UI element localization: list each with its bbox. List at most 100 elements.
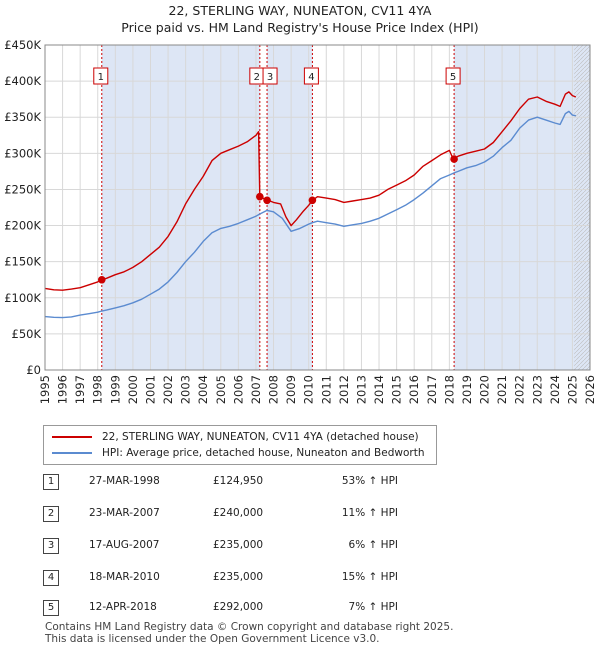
table-row: 5 12-APR-2018 £292,000 7% ↑ HPI [43,599,463,617]
sale-marker-label: 3 [267,72,273,83]
sale-price: £124,950 [213,475,264,487]
sale-marker-box [303,67,319,85]
y-tick-label: £450K [4,38,41,52]
y-tick-label: £50K [12,327,42,341]
property-series-line [44,91,577,291]
legend-swatch-property [52,436,92,438]
y-tick-label: £300K [4,146,41,160]
table-row: 4 18-MAR-2010 £235,000 15% ↑ HPI [43,569,463,587]
ownership-period-shade [454,45,590,370]
y-tick-label: £150K [4,255,41,269]
footer-copyright: Contains HM Land Registry data © Crown c… [45,621,454,633]
sale-hpi-change: 53% ↑ HPI [341,475,398,487]
x-tick-label: 2011 [319,375,333,404]
legend-label-property: 22, STERLING WAY, NUNEATON, CV11 4YA (de… [102,431,419,443]
legend-swatch-hpi [52,452,92,454]
sale-number-badge: 1 [43,474,59,490]
sale-marker-box [445,67,461,85]
x-tick-label: 2018 [442,375,456,404]
x-tick-label: 2020 [478,375,492,404]
sale-number-badge: 2 [43,506,59,522]
sale-point [450,155,458,163]
table-row: 1 27-MAR-1998 £124,950 53% ↑ HPI [43,473,463,491]
x-tick-label: 2007 [249,375,263,404]
footer-licence: This data is licensed under the Open Gov… [45,633,380,645]
chart-title: 22, STERLING WAY, NUNEATON, CV11 4YA [168,3,432,18]
sale-point [97,275,106,284]
legend-label-hpi: HPI: Average price, detached house, Nune… [102,447,425,459]
x-tick-label: 2005 [214,375,228,404]
sale-number-badge: 3 [43,538,59,554]
x-tick-label: 2019 [460,375,474,404]
chart-subtitle: Price paid vs. HM Land Registry's House … [121,20,479,35]
sale-price: £292,000 [213,601,264,613]
x-tick-label: 1996 [56,375,70,404]
x-tick-label: 2023 [530,375,544,404]
table-row: 2 23-MAR-2007 £240,000 11% ↑ HPI [43,505,463,523]
y-tick-label: £0 [26,363,41,377]
x-tick-label: 2015 [390,375,404,404]
sale-price: £235,000 [213,539,264,551]
x-tick-label: 1999 [108,375,122,404]
legend: 22, STERLING WAY, NUNEATON, CV11 4YA (de… [43,425,437,465]
x-tick-label: 2000 [126,375,140,404]
sale-price: £235,000 [213,571,264,583]
sale-date: 27-MAR-1998 [89,475,160,487]
plot-border [44,44,591,371]
sale-date: 17-AUG-2007 [89,539,160,551]
sale-marker-label: 1 [98,72,104,83]
ownership-period-shade [267,45,313,370]
x-tick-label: 2003 [179,375,193,404]
legend-item-property: 22, STERLING WAY, NUNEATON, CV11 4YA (de… [52,429,419,445]
sale-date: 18-MAR-2010 [89,571,160,583]
x-tick-label: 2021 [495,375,509,404]
x-tick-label: 2008 [267,375,281,404]
x-tick-label: 1997 [73,375,87,404]
sale-number-badge: 5 [43,600,59,616]
x-tick-label: 2024 [548,375,562,404]
x-tick-label: 2022 [513,375,527,404]
table-row: 3 17-AUG-2007 £235,000 6% ↑ HPI [43,537,463,555]
x-tick-label: 2017 [425,375,439,404]
sale-hpi-change: 6% ↑ HPI [348,539,398,551]
sale-price: £240,000 [213,507,264,519]
hpi-series-line [44,110,577,319]
sale-marker-box [93,67,109,85]
sale-marker-label: 2 [254,72,260,83]
sale-point [308,196,317,205]
sale-point [263,196,271,205]
x-tick-label: 2012 [337,375,351,404]
ownership-period-shade [101,45,260,370]
sale-hpi-change: 7% ↑ HPI [348,601,398,613]
y-tick-label: £400K [4,74,41,88]
sale-point [256,192,264,201]
x-tick-label: 2025 [565,375,579,404]
x-tick-label: 2001 [143,375,157,404]
sale-marker-label: 5 [450,72,456,83]
sale-marker-label: 4 [308,72,314,83]
x-tick-label: 2014 [372,375,386,404]
sale-number-badge: 4 [43,570,59,586]
x-tick-label: 2026 [583,375,597,404]
x-tick-label: 2010 [302,375,316,404]
y-tick-label: £350K [4,110,41,124]
y-tick-label: £200K [4,219,41,233]
x-tick-label: 2002 [161,375,175,404]
x-tick-label: 2016 [407,375,421,404]
sale-hpi-change: 15% ↑ HPI [341,571,398,583]
y-tick-label: £250K [4,182,41,196]
x-tick-label: 1995 [38,375,52,404]
y-tick-label: £100K [4,291,41,305]
x-tick-label: 2006 [231,375,245,404]
forecast-hatch-area [574,45,590,370]
sale-date: 23-MAR-2007 [89,507,160,519]
x-tick-label: 2009 [284,375,298,404]
x-tick-label: 2004 [196,375,210,404]
x-tick-label: 2013 [354,375,368,404]
x-tick-label: 1998 [91,375,105,404]
sale-marker-box [262,67,278,85]
sale-hpi-change: 11% ↑ HPI [341,507,398,519]
sale-date: 12-APR-2018 [89,601,157,613]
legend-item-hpi: HPI: Average price, detached house, Nune… [52,445,424,461]
